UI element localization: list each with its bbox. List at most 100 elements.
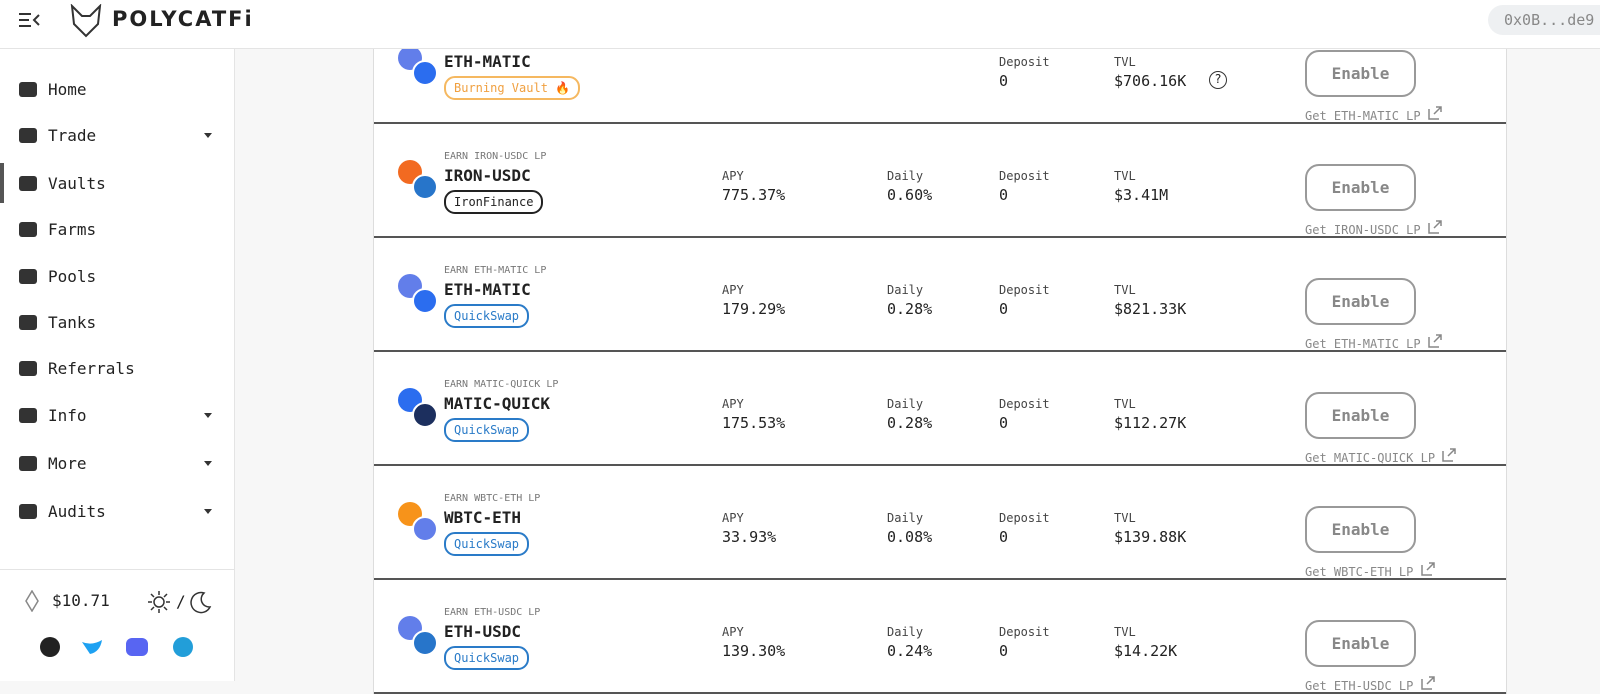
- daily-label: Daily: [887, 625, 924, 639]
- logo: [70, 4, 102, 38]
- enable-button[interactable]: Enable: [1305, 392, 1416, 439]
- nav-item[interactable]: Audits: [0, 491, 234, 531]
- menu-icon[interactable]: [17, 10, 41, 30]
- nav-label: Trade: [48, 125, 97, 145]
- platform-badge: IronFinance: [444, 190, 544, 214]
- tvl-label: TVL: [1114, 397, 1136, 411]
- daily-value: 0.28%: [887, 414, 933, 432]
- vault-row: ETH-MATIC Burning Vault 🔥 Deposit 0 TVL $706.…: [374, 10, 1506, 124]
- external-icon: [1428, 106, 1442, 120]
- vault-name: WBTC-ETH: [444, 508, 522, 527]
- daily-value: 0.24%: [887, 642, 933, 660]
- daily-value: 0.08%: [887, 528, 933, 546]
- deposit-label: Deposit: [999, 625, 1050, 639]
- lp-link[interactable]: Get ETH-MATIC LP: [1305, 334, 1442, 351]
- tvl-value: $706.16K: [1114, 72, 1187, 90]
- earn-label: EARN ETH-USDC LP: [444, 607, 541, 618]
- nav-caret: [204, 133, 212, 142]
- lp-link[interactable]: Get WBTC-ETH LP: [1305, 562, 1435, 579]
- lp-link[interactable]: Get ETH-MATIC LP: [1305, 106, 1442, 123]
- lp-link[interactable]: Get IRON-USDC LP: [1305, 220, 1442, 237]
- external-icon: [1420, 676, 1435, 690]
- daily-value: 0.60%: [887, 186, 933, 204]
- tvl-value: $139.88K: [1114, 528, 1187, 546]
- token-icons: [398, 502, 438, 542]
- platform-badge: QuickSwap: [444, 304, 530, 328]
- apy-label: APY: [722, 397, 744, 411]
- deposit-value: 0: [999, 186, 1009, 204]
- deposit-value: 0: [999, 642, 1009, 660]
- nav-icon: [19, 82, 37, 97]
- lp-link[interactable]: Get MATIC-QUICK LP: [1305, 448, 1457, 465]
- nav-label: Farms: [48, 219, 97, 239]
- apy-value: 139.30%: [722, 642, 786, 660]
- daily-label: Daily: [887, 169, 924, 183]
- token-icons: [398, 388, 438, 428]
- nav-label: More: [48, 453, 87, 473]
- platform-badge: Burning Vault 🔥: [444, 76, 581, 100]
- help-icon[interactable]: ?: [1209, 71, 1227, 89]
- token-icons: [398, 160, 438, 200]
- nav-icon: [19, 176, 37, 191]
- nav-item[interactable]: Referrals: [0, 348, 234, 388]
- nav-item[interactable]: Tanks: [0, 302, 234, 342]
- platform-badge: QuickSwap: [444, 418, 530, 442]
- vault-name: IRON-USDC: [444, 166, 531, 185]
- deposit-value: 0: [999, 528, 1009, 546]
- enable-button[interactable]: Enable: [1305, 50, 1416, 97]
- nav-icon: [19, 269, 37, 284]
- deposit-label: Deposit: [999, 55, 1050, 69]
- nav-item[interactable]: More: [0, 443, 234, 483]
- deposit-value: 0: [999, 414, 1009, 432]
- nav-item[interactable]: Home: [0, 69, 234, 109]
- daily-label: Daily: [887, 397, 924, 411]
- token-icon: [25, 590, 39, 612]
- earn-label: EARN MATIC-QUICK LP: [444, 379, 559, 390]
- apy-value: 775.37%: [722, 186, 786, 204]
- lp-link[interactable]: Get ETH-USDC LP: [1305, 676, 1435, 693]
- earn-label: EARN WBTC-ETH LP: [444, 493, 541, 504]
- enable-button[interactable]: Enable: [1305, 278, 1416, 325]
- daily-value: 0.28%: [887, 300, 933, 318]
- external-icon: [1428, 334, 1442, 348]
- platform-badge: QuickSwap: [444, 532, 530, 556]
- deposit-value: 0: [999, 300, 1009, 318]
- nav-item[interactable]: Trade: [0, 115, 234, 155]
- nav-item[interactable]: Vaults: [0, 163, 234, 203]
- vault-name: ETH-MATIC: [444, 280, 531, 299]
- dark-icon[interactable]: [188, 590, 212, 614]
- deposit-label: Deposit: [999, 169, 1050, 183]
- light-icon[interactable]: [147, 590, 171, 614]
- tvl-label: TVL: [1114, 55, 1136, 69]
- tvl-label: TVL: [1114, 169, 1136, 183]
- vault-row: EARN ETH-USDC LP ETH-USDC QuickSwap APY 139.…: [374, 580, 1506, 694]
- tvl-value: $3.41M: [1114, 186, 1169, 204]
- vault-name: ETH-MATIC: [444, 52, 531, 71]
- sidebar-footer: $10.71 /: [0, 569, 234, 681]
- tvl-label: TVL: [1114, 625, 1136, 639]
- nav-item[interactable]: Info: [0, 395, 234, 435]
- enable-button[interactable]: Enable: [1305, 620, 1416, 667]
- enable-button[interactable]: Enable: [1305, 164, 1416, 211]
- apy-label: APY: [722, 625, 744, 639]
- deposit-label: Deposit: [999, 397, 1050, 411]
- vault-list: ETH-MATIC Burning Vault 🔥 Deposit 0 TVL $706.…: [373, 10, 1507, 694]
- apy-label: APY: [722, 169, 744, 183]
- nav-caret: [204, 461, 212, 470]
- daily-label: Daily: [887, 283, 924, 297]
- external-icon: [1420, 562, 1435, 576]
- nav-icon: [19, 361, 37, 376]
- nav-label: Referrals: [48, 358, 135, 378]
- enable-button[interactable]: Enable: [1305, 506, 1416, 553]
- social-icons[interactable]: [38, 634, 238, 660]
- tvl-label: TVL: [1114, 511, 1136, 525]
- nav-label: Tanks: [48, 312, 97, 332]
- nav-label: Audits: [48, 501, 106, 521]
- theme-separator: /: [176, 592, 186, 611]
- nav-icon: [19, 128, 37, 143]
- sidebar: Home Trade Vaults Farms Pools Tanks Referrals I…: [0, 49, 235, 681]
- nav-item[interactable]: Pools: [0, 256, 234, 296]
- nav-item[interactable]: Farms: [0, 209, 234, 249]
- nav-icon: [19, 315, 37, 330]
- wallet-button[interactable]: 0x0B...de9: [1488, 5, 1600, 35]
